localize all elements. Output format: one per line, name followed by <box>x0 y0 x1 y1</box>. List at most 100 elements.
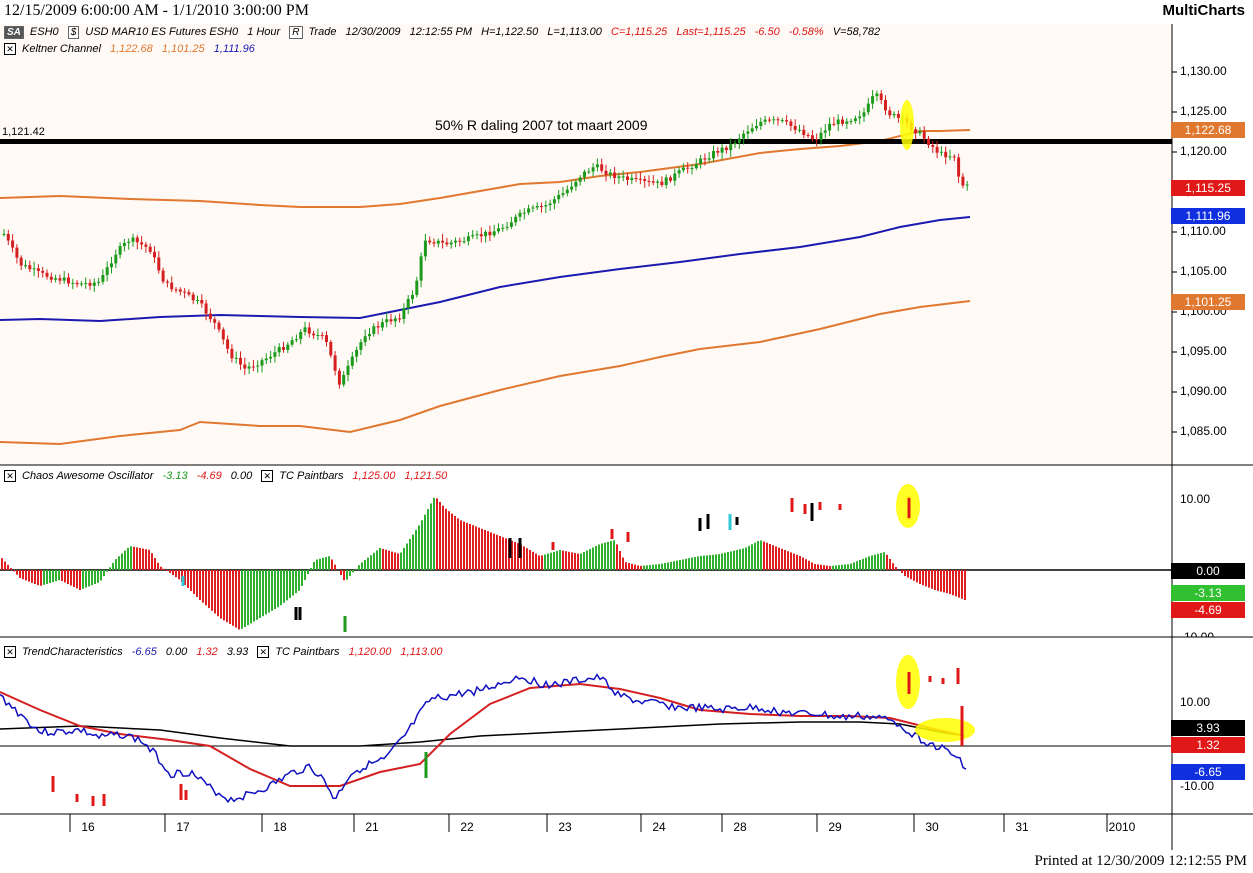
candle-body <box>509 222 513 227</box>
candle-body <box>965 184 969 186</box>
candle-body <box>892 113 896 116</box>
close-indicator-icon[interactable]: ✕ <box>4 470 16 483</box>
candle-body <box>832 123 836 125</box>
candle-body <box>58 278 62 281</box>
close-indicator-icon[interactable]: ✕ <box>257 646 270 659</box>
keltner-lower-label: 1,101.25 <box>1171 294 1245 310</box>
candle-body <box>858 116 862 119</box>
candle-body <box>24 265 27 267</box>
candle-body <box>389 319 393 322</box>
candle-body <box>703 158 707 160</box>
candle-body <box>11 240 15 248</box>
price-pane <box>0 24 1172 465</box>
chart-window[interactable]: SA ESH0 $ USD MAR10 ES Futures ESH0 1 Hour… <box>0 24 1253 850</box>
candle-body <box>531 207 535 209</box>
r-button[interactable]: R <box>289 26 303 39</box>
paintbar-value-1: 1,120.00 <box>348 646 392 658</box>
candle-body <box>853 118 857 122</box>
close-indicator-icon[interactable]: ✕ <box>4 43 16 56</box>
candle-body <box>828 123 832 131</box>
symbol-selector-button[interactable]: SA <box>4 26 24 39</box>
time-axis-label: 17 <box>176 820 190 834</box>
candle-body <box>948 156 952 158</box>
keltner-lower-line <box>0 300 971 446</box>
candle-body <box>626 176 629 181</box>
trend-pane <box>0 638 1172 814</box>
candle-body <box>871 96 875 104</box>
candle-body <box>36 268 40 271</box>
candle-body <box>41 270 45 273</box>
candle-body <box>187 292 191 295</box>
candle-body <box>518 212 522 217</box>
candle-body <box>939 151 943 153</box>
candle-body <box>79 283 83 285</box>
candle-body <box>944 151 948 158</box>
paintbar-value-2: 1,113.00 <box>400 646 443 658</box>
title-bar: 12/15/2009 6:00:00 AM - 1/1/2010 3:00:00… <box>0 0 1253 24</box>
candle-body <box>720 147 724 153</box>
bar-volume: V=58,782 <box>832 26 881 39</box>
candle-body <box>810 135 814 140</box>
date-range-title: 12/15/2009 6:00:00 AM - 1/1/2010 3:00:00… <box>4 2 309 19</box>
candle-body <box>28 265 32 270</box>
candle-body <box>552 199 556 204</box>
trend-value-2: 0.00 <box>165 646 188 658</box>
candle-body <box>286 344 290 350</box>
candle-body <box>131 237 135 242</box>
candle-body <box>475 234 479 236</box>
candle-body <box>398 318 402 320</box>
time-axis-label: 23 <box>558 820 572 834</box>
time-axis-label: 16 <box>81 820 95 834</box>
close-indicator-icon[interactable]: ✕ <box>4 646 16 659</box>
paintbar-value-1: 1,125.00 <box>352 470 396 482</box>
candle-body <box>763 119 767 122</box>
candle-body <box>92 282 96 286</box>
candle-body <box>806 134 810 136</box>
bar-close: C=1,115.25 <box>610 26 668 39</box>
candle-body <box>789 121 793 126</box>
price-axis-tick: 1,125.00 <box>1180 104 1227 118</box>
chart-canvas[interactable] <box>0 24 1253 850</box>
candle-body <box>746 131 750 134</box>
candle-body <box>591 167 595 172</box>
close-indicator-icon[interactable]: ✕ <box>261 470 274 483</box>
time-axis-label: 21 <box>365 820 379 834</box>
candle-body <box>527 208 531 213</box>
instrument-description: USD MAR10 ES Futures ESH0 <box>85 26 239 39</box>
currency-button[interactable]: $ <box>67 26 80 39</box>
candle-body <box>785 120 789 122</box>
candle-body <box>836 119 840 125</box>
candle-body <box>505 226 509 228</box>
candle-body <box>669 177 672 181</box>
candle-body <box>269 356 273 359</box>
candle-body <box>273 352 277 357</box>
candle-body <box>333 355 337 371</box>
keltner-lower-value: 1,101.25 <box>161 43 205 55</box>
candle-body <box>15 247 19 258</box>
candle-body <box>522 212 526 214</box>
candle-body <box>712 150 715 159</box>
trend-black-line <box>0 721 966 747</box>
candle-body <box>621 176 625 178</box>
candle-body <box>737 138 741 143</box>
candle-body <box>647 180 651 182</box>
candle-body <box>694 164 698 169</box>
highlight-ellipse <box>900 100 914 150</box>
candle-body <box>802 129 806 135</box>
candle-body <box>140 242 144 245</box>
ao-value-label-1: -3.13 <box>1171 585 1245 601</box>
trend-axis-tick: 10.00 <box>1180 695 1211 709</box>
candle-body <box>462 241 466 243</box>
candle-body <box>823 130 827 133</box>
candle-body <box>368 333 371 337</box>
candle-body <box>445 242 449 245</box>
candle-body <box>587 171 591 173</box>
bar-time: 12:12:55 PM <box>409 26 472 39</box>
candle-body <box>755 126 758 129</box>
ao-zero-label: 0.00 <box>1171 563 1245 579</box>
candle-body <box>643 179 647 181</box>
candle-body <box>316 334 320 336</box>
trend-name: TrendCharacteristics <box>22 646 123 658</box>
candle-body <box>849 121 853 123</box>
candle-body <box>135 237 139 243</box>
